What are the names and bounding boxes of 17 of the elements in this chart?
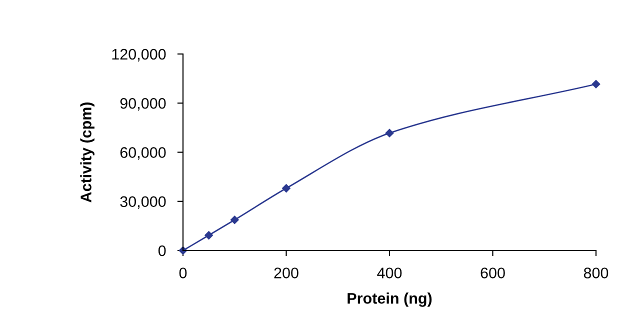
x-tick-label: 400 [377,268,402,278]
y-tick-label: 120,000 [112,48,166,62]
x-tick-label: 600 [480,268,505,278]
y-tick-label: 30,000 [120,196,166,209]
point [592,80,600,88]
x-tick-label: 800 [584,268,608,278]
y-tick-label: 90,000 [120,98,166,111]
y-tick-label: 0 [158,245,166,256]
point [282,184,290,192]
x-axis-title: Protein (ng) [348,292,432,307]
point [230,216,239,224]
point [385,128,394,138]
y-axis-title: Activity (cpm) [80,102,94,202]
point [204,231,213,240]
y-tick-label: 60,000 [120,147,166,160]
x-tick-label: 0 [179,268,187,278]
x-tick-label: 200 [274,268,298,278]
